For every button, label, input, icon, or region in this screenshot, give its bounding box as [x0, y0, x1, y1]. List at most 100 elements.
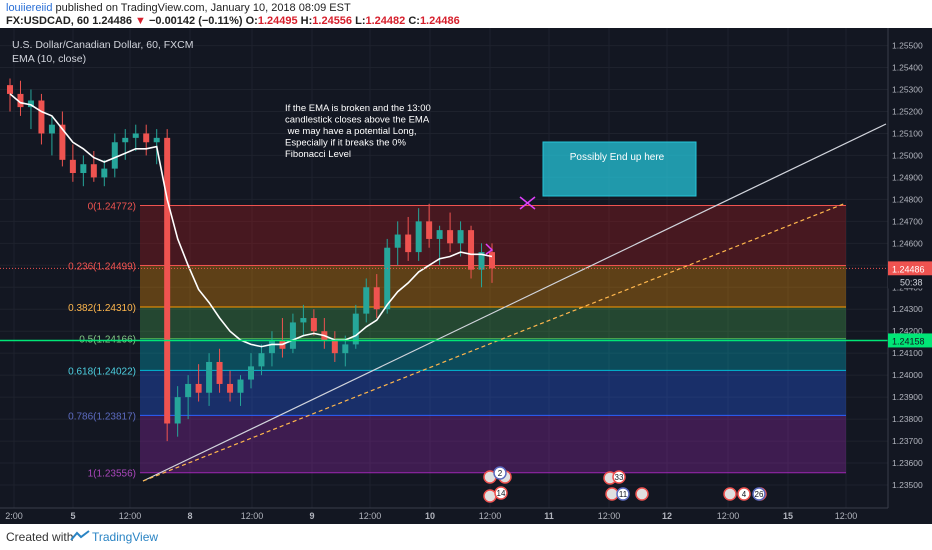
time-tick-label: 12:00 [835, 511, 858, 521]
time-tick-label: 12:00 [598, 511, 621, 521]
green-line-tag [888, 333, 932, 348]
chart-header: louiiereiid published on TradingView.com… [0, 0, 932, 28]
price-change: −0.00142 (−0.11%) [148, 15, 243, 27]
time-axis[interactable]: 2:00 5 12:00 8 12:00 9 12:00 10 12:00 11 12:00 12 12… [0, 507, 888, 524]
event-badge[interactable] [752, 487, 766, 501]
footer: Created with TradingView [0, 524, 932, 550]
time-tick-label: 8 [187, 511, 192, 521]
time-tick-label: 12:00 [717, 511, 740, 521]
economic-events[interactable]: 2 14 33 11 4 26 [483, 466, 767, 503]
fib-level-label: 0.618(1.24022) [68, 366, 136, 377]
event-badge[interactable] [737, 487, 751, 501]
price-tick-label: 1.23500 [892, 480, 923, 490]
time-tick-label: 11 [544, 511, 554, 521]
price-tick-label: 1.25500 [892, 41, 923, 51]
time-tick-label: 12:00 [119, 511, 142, 521]
green-line-tag-label: 1.24158 [892, 336, 925, 346]
tradingview-logo-icon[interactable] [70, 530, 90, 545]
trend-line[interactable] [142, 123, 887, 482]
candle-body [206, 361, 213, 393]
quote-line: FX:USDCAD, 60 1.24486 ▼ −0.00142 (−0.11%… [6, 15, 460, 27]
annotation-line: candlestick closes above the EMA [285, 115, 430, 126]
candle-body [447, 230, 454, 244]
publish-line: louiiereiid published on TradingView.com… [6, 2, 351, 14]
candle-body [394, 234, 401, 248]
horizontal-green-line[interactable] [0, 267, 888, 342]
candle-body [69, 159, 76, 174]
price-tick-label: 1.24800 [892, 194, 923, 204]
price-tick-label: 1.24900 [892, 172, 923, 182]
price-tick-label: 1.25400 [892, 63, 923, 73]
price-tick-label: 1.24600 [892, 238, 923, 248]
author-link[interactable]: louiiereiid [6, 2, 53, 14]
target-box-label: Possibly End up here [570, 152, 665, 163]
event-badge-count: 14 [497, 489, 506, 498]
publish-info: published on TradingView.com, January 10… [55, 2, 351, 14]
target-box[interactable] [542, 141, 697, 197]
tradingview-brand[interactable]: TradingView [92, 530, 159, 544]
arrow-marker-icon[interactable] [485, 243, 494, 255]
current-price-tag-label: 1.24486 [892, 264, 925, 274]
candle-body [111, 142, 118, 169]
countdown-tag-label: 50:38 [900, 277, 923, 287]
fib-level-label: 0.236(1.24499) [68, 262, 136, 273]
country-flag-icon[interactable] [605, 487, 619, 501]
event-badge[interactable] [493, 466, 507, 480]
candle-body [300, 318, 307, 323]
annotation-line: Fibonacci Level [285, 149, 351, 160]
time-tick-label: 12:00 [479, 511, 502, 521]
candle-body [38, 100, 45, 134]
trend-lines[interactable] [142, 123, 887, 482]
country-flag-icon[interactable] [723, 487, 737, 501]
open-label: O: [245, 15, 258, 27]
low-value: 1.24482 [365, 15, 406, 27]
time-tick-label: 2:00 [5, 511, 23, 521]
candle-body [352, 313, 359, 345]
price-tick-label: 1.23600 [892, 458, 923, 468]
candle-body [216, 361, 223, 384]
open-value: 1.24495 [257, 15, 298, 27]
cross-marker-icon[interactable] [519, 196, 536, 210]
country-flag-icon[interactable] [483, 489, 497, 503]
event-badge[interactable] [494, 486, 508, 500]
candle-body [478, 252, 485, 270]
fib-level-label: 1(1.23556) [88, 469, 136, 480]
price-tick-label: 1.25300 [892, 85, 923, 95]
time-tick-label: 10 [425, 511, 435, 521]
candle-body [143, 133, 150, 143]
last-price: 1.24486 [92, 15, 132, 27]
countdown-tag [888, 275, 932, 289]
fib-band [140, 265, 846, 308]
time-tick-label: 15 [783, 511, 793, 521]
ema-line [9, 93, 493, 348]
price-tick-label: 1.25000 [892, 150, 923, 160]
candle-body [373, 287, 380, 310]
candle-body [48, 124, 55, 134]
candle-body [405, 234, 412, 253]
time-tick-label: 12 [662, 511, 672, 521]
time-tick-label: 12:00 [241, 511, 264, 521]
current-price-tag [888, 261, 932, 276]
event-badge[interactable] [612, 470, 626, 484]
annotation-text[interactable]: If the EMA is broken and the 13:00 candle… [285, 103, 431, 160]
event-badge-count: 11 [619, 490, 628, 499]
country-flag-icon[interactable] [635, 487, 649, 501]
fib-level-label: 0.382(1.24310) [68, 303, 136, 314]
price-tick-label: 1.25100 [892, 128, 923, 138]
low-label: L: [355, 15, 366, 27]
event-badge-count: 2 [498, 469, 503, 478]
time-tick-label: 5 [70, 511, 75, 521]
fib-level-label: 0.786(1.23817) [68, 411, 136, 422]
annotations[interactable]: If the EMA is broken and the 13:00 candle… [285, 103, 697, 255]
price-chart[interactable]: 0(1.24772) 0.236(1.24499) 0.382(1.24310) 0.… [0, 28, 932, 524]
legend-indicator[interactable]: EMA (10, close) [12, 53, 86, 65]
candle-body [185, 383, 192, 398]
ema-series [9, 93, 493, 348]
price-tick-label: 1.24000 [892, 370, 923, 380]
candle-body [80, 164, 87, 174]
event-badge[interactable] [616, 487, 630, 501]
candle-body [426, 221, 433, 239]
price-tags: 1.24486 50:38 1.24158 [888, 261, 932, 348]
chart-legend: U.S. Dollar/Canadian Dollar, 60, FXCM EM… [12, 39, 194, 65]
candle-body [489, 252, 495, 269]
